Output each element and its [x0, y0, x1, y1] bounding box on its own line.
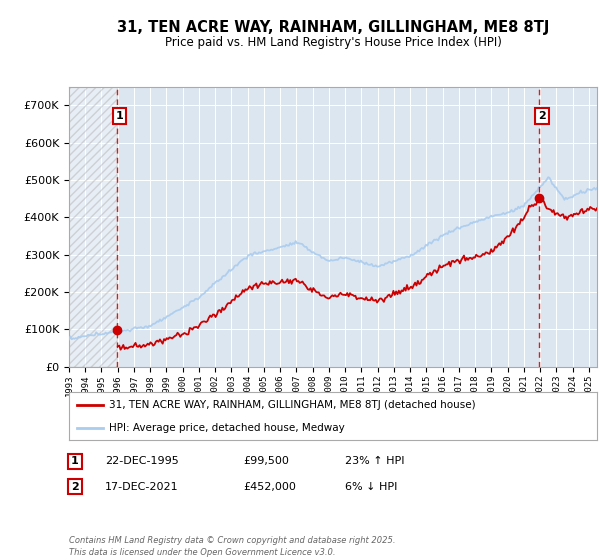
Text: 6% ↓ HPI: 6% ↓ HPI	[345, 482, 397, 492]
Text: 31, TEN ACRE WAY, RAINHAM, GILLINGHAM, ME8 8TJ (detached house): 31, TEN ACRE WAY, RAINHAM, GILLINGHAM, M…	[109, 400, 475, 410]
Text: 23% ↑ HPI: 23% ↑ HPI	[345, 456, 404, 466]
Text: Contains HM Land Registry data © Crown copyright and database right 2025.
This d: Contains HM Land Registry data © Crown c…	[69, 536, 395, 557]
Text: 1: 1	[71, 456, 79, 466]
Text: 2: 2	[538, 111, 546, 121]
Text: Price paid vs. HM Land Registry's House Price Index (HPI): Price paid vs. HM Land Registry's House …	[164, 36, 502, 49]
Text: 22-DEC-1995: 22-DEC-1995	[105, 456, 179, 466]
Text: HPI: Average price, detached house, Medway: HPI: Average price, detached house, Medw…	[109, 423, 344, 433]
Text: 31, TEN ACRE WAY, RAINHAM, GILLINGHAM, ME8 8TJ: 31, TEN ACRE WAY, RAINHAM, GILLINGHAM, M…	[117, 20, 549, 35]
Bar	[69, 87, 117, 367]
Text: £99,500: £99,500	[243, 456, 289, 466]
Text: 2: 2	[71, 482, 79, 492]
Text: £452,000: £452,000	[243, 482, 296, 492]
Text: 17-DEC-2021: 17-DEC-2021	[105, 482, 179, 492]
Text: 1: 1	[116, 111, 124, 121]
